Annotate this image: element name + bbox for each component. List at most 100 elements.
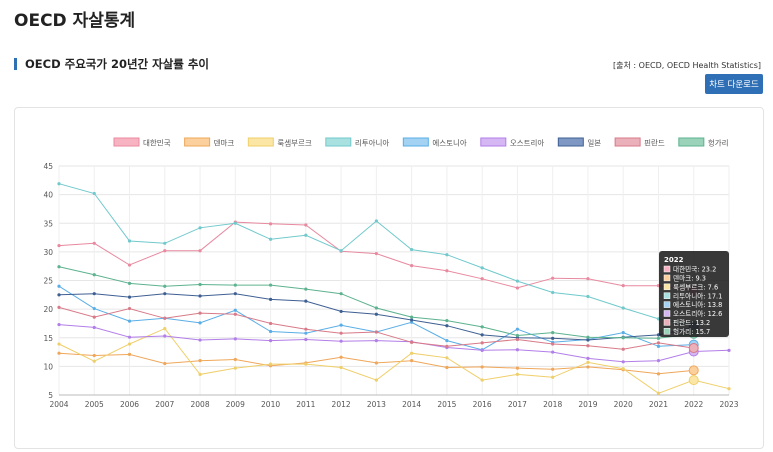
- data-point: [410, 320, 414, 324]
- data-point: [374, 330, 378, 334]
- tooltip-swatch: [663, 328, 671, 335]
- data-point: [339, 292, 343, 296]
- data-point: [57, 284, 61, 288]
- data-point: [480, 266, 484, 270]
- data-point: [586, 356, 590, 360]
- data-point: [127, 263, 132, 267]
- data-point: [480, 365, 484, 369]
- data-point: [268, 237, 273, 241]
- y-tick-label: 10: [43, 362, 53, 371]
- data-point: [515, 372, 520, 376]
- data-point: [656, 372, 661, 376]
- data-point: [586, 344, 590, 348]
- legend-swatch-1: [184, 137, 211, 147]
- data-point: [92, 325, 96, 330]
- data-point: [57, 342, 61, 346]
- data-point: [92, 241, 96, 245]
- x-tick-label: 2023: [719, 400, 738, 409]
- data-point: [268, 329, 273, 334]
- y-tick-label: 45: [43, 162, 53, 171]
- data-point: [621, 306, 625, 310]
- data-point: [57, 265, 61, 269]
- legend-label-6: 일본: [587, 139, 601, 148]
- tooltip-item: 헝가리: 15.7: [673, 327, 710, 336]
- data-point: [163, 284, 167, 288]
- data-point: [198, 311, 202, 315]
- data-point: [515, 327, 520, 331]
- data-point: [92, 353, 96, 358]
- data-point: [480, 333, 484, 337]
- data-point: [233, 312, 237, 316]
- tooltip-swatch: [663, 292, 671, 299]
- data-point: [586, 277, 590, 281]
- legend-label-0: 대한민국: [143, 138, 171, 148]
- tooltip-swatch: [663, 274, 671, 282]
- data-point: [268, 321, 273, 326]
- data-point: [127, 239, 132, 243]
- chart-container: 대한민국 덴마크 룩셈부르크 리투아니아 에스토니아 오스트리아 일본 핀란드 헝가리 5 10 1…: [14, 107, 764, 449]
- data-point: [92, 306, 96, 311]
- data-point: [268, 297, 273, 301]
- data-point: [586, 365, 590, 369]
- data-point: [233, 283, 237, 287]
- data-point: [268, 339, 273, 343]
- data-point: [551, 290, 555, 295]
- data-point: [374, 361, 378, 365]
- data-point: [410, 359, 414, 363]
- data-point: [586, 335, 590, 339]
- data-point: [304, 337, 308, 342]
- tooltip-item: 룩셈부르크: 7.6: [673, 282, 718, 291]
- x-tick-label: 2007: [155, 400, 174, 409]
- legend-swatch-4: [402, 137, 429, 147]
- data-point: [656, 391, 661, 395]
- legend-swatch-6: [557, 137, 584, 147]
- x-tick-label: 2020: [614, 400, 633, 409]
- data-point: [339, 323, 343, 327]
- section-title: OECD 주요국가 20년간 자살률 추이: [14, 58, 209, 70]
- data-point: [621, 367, 625, 371]
- tooltip-item: 대한민국: 23.2: [673, 265, 716, 274]
- data-point: [374, 219, 378, 223]
- data-point: [621, 347, 625, 351]
- data-point: [445, 253, 449, 257]
- tooltip-item: 리투아니아: 17.1: [673, 291, 722, 300]
- data-point: [445, 344, 449, 348]
- chart-series: [57, 182, 731, 395]
- legend-label-7: 핀란드: [644, 138, 665, 148]
- data-point: [515, 333, 520, 338]
- x-axis: 2004 2005 2006 2007 2008 2009 2010 2011 2012 2013…: [49, 400, 738, 409]
- x-tick-label: 2014: [402, 400, 421, 409]
- tooltip-swatch: [663, 265, 671, 273]
- data-point: [233, 357, 237, 362]
- data-point: [92, 191, 96, 196]
- series-7: [57, 305, 699, 354]
- tooltip-item: 오스트리아: 12.6: [673, 309, 722, 318]
- y-tick-label: 25: [43, 277, 53, 286]
- x-tick-label: 2016: [473, 400, 492, 409]
- y-tick-label: 35: [43, 219, 53, 228]
- data-point: [445, 339, 449, 343]
- data-point: [304, 331, 308, 335]
- data-point: [304, 362, 308, 366]
- x-tick-label: 2008: [191, 400, 210, 409]
- legend-label-1: 덴마크: [214, 139, 235, 148]
- data-point: [445, 356, 449, 360]
- data-point: [339, 355, 343, 359]
- data-point: [127, 281, 132, 285]
- series-8: [57, 265, 699, 340]
- data-point: [410, 318, 414, 322]
- data-point: [688, 365, 699, 376]
- data-point: [127, 352, 132, 356]
- data-point: [515, 348, 520, 352]
- data-point: [304, 223, 308, 227]
- x-tick-label: 2012: [332, 400, 351, 409]
- data-point: [92, 273, 96, 277]
- legend-label-5: 오스트리아: [510, 138, 545, 148]
- data-point: [233, 292, 237, 296]
- data-point: [163, 334, 167, 338]
- chart-download-button[interactable]: 차트 다운로드: [705, 74, 763, 94]
- data-point: [480, 348, 484, 352]
- legend-swatch-2: [247, 137, 274, 147]
- tooltip-swatch: [663, 310, 671, 317]
